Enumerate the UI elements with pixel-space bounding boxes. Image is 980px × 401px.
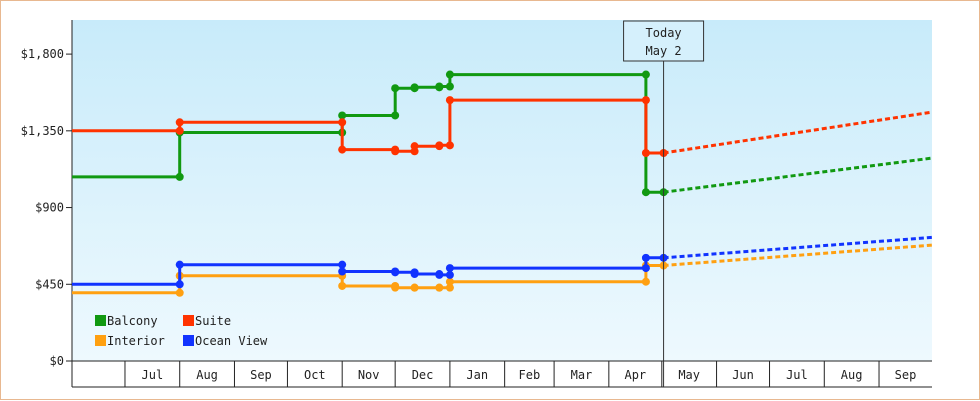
series-balcony <box>72 70 933 197</box>
x-tick-label: May <box>678 368 700 382</box>
today-box <box>623 20 705 62</box>
y-tick-label: $900 <box>35 201 64 215</box>
data-point <box>445 96 454 105</box>
legend-swatch <box>183 315 194 326</box>
data-point <box>445 141 454 150</box>
y-tick-label: $1,350 <box>21 124 64 138</box>
y-tick-label: $450 <box>35 277 64 291</box>
data-point <box>175 280 184 289</box>
data-point <box>435 141 444 150</box>
data-point <box>445 82 454 91</box>
x-tick-label: Jun <box>732 368 754 382</box>
legend-swatch <box>95 335 106 346</box>
x-tick-label: Jul <box>786 368 808 382</box>
data-point <box>391 268 400 277</box>
series-line <box>72 264 664 295</box>
x-tick-label: Jan <box>466 368 488 382</box>
data-point <box>641 253 650 262</box>
x-tick-label: Sep <box>895 368 917 382</box>
data-point <box>445 283 454 292</box>
legend-label: Ocean View <box>195 334 268 348</box>
data-point <box>338 111 347 120</box>
legend-swatch <box>95 315 106 326</box>
data-point <box>175 288 184 297</box>
data-point <box>410 270 419 279</box>
series-interior <box>72 243 933 297</box>
data-point <box>445 70 454 79</box>
legend-swatch <box>183 335 194 346</box>
x-tick-label: Dec <box>412 368 434 382</box>
y-tick-label: $1,800 <box>21 47 64 61</box>
data-point <box>410 283 419 292</box>
x-tick-label: Aug <box>196 368 218 382</box>
data-point <box>391 84 400 93</box>
data-point <box>435 270 444 279</box>
data-point <box>338 267 347 276</box>
data-point <box>175 260 184 269</box>
data-point <box>641 96 650 105</box>
series-suite <box>72 96 933 157</box>
data-point <box>445 277 454 286</box>
data-point <box>435 82 444 91</box>
data-point <box>435 283 444 292</box>
data-point <box>410 142 419 151</box>
x-tick-label: Feb <box>519 368 541 382</box>
data-point <box>445 270 454 279</box>
legend-label: Interior <box>107 334 165 348</box>
legend-label: Balcony <box>107 314 158 328</box>
data-point <box>445 264 454 273</box>
x-tick-label: Jul <box>142 368 164 382</box>
x-tick-label: Nov <box>358 368 380 382</box>
data-point <box>641 264 650 273</box>
x-tick-label: Apr <box>624 368 646 382</box>
data-point <box>641 70 650 79</box>
today-label: Today <box>646 26 682 40</box>
legend-label: Suite <box>195 314 231 328</box>
forecast-line <box>663 235 933 260</box>
data-point <box>338 260 347 269</box>
series-ocean-view <box>72 235 933 289</box>
data-point <box>410 83 419 92</box>
forecast-line <box>663 156 933 194</box>
data-point <box>391 283 400 292</box>
y-tick-label: $0 <box>50 354 64 368</box>
forecast-line <box>663 110 933 155</box>
forecast-line <box>663 243 933 267</box>
data-point <box>175 126 184 135</box>
data-point <box>641 277 650 286</box>
data-point <box>338 118 347 127</box>
data-point <box>641 188 650 197</box>
x-tick-label: Aug <box>841 368 863 382</box>
data-point <box>175 118 184 127</box>
data-point <box>338 281 347 290</box>
today-date: May 2 <box>646 44 682 58</box>
legend: Balcony Suite Interior Ocean View <box>95 314 268 348</box>
data-point <box>338 145 347 154</box>
data-point <box>391 111 400 120</box>
plot-area <box>72 20 932 361</box>
x-tick-label: Sep <box>250 368 272 382</box>
x-tick-label: Oct <box>304 368 326 382</box>
data-point <box>175 172 184 181</box>
data-point <box>391 147 400 156</box>
data-point <box>641 148 650 157</box>
x-tick-label: Mar <box>571 368 593 382</box>
